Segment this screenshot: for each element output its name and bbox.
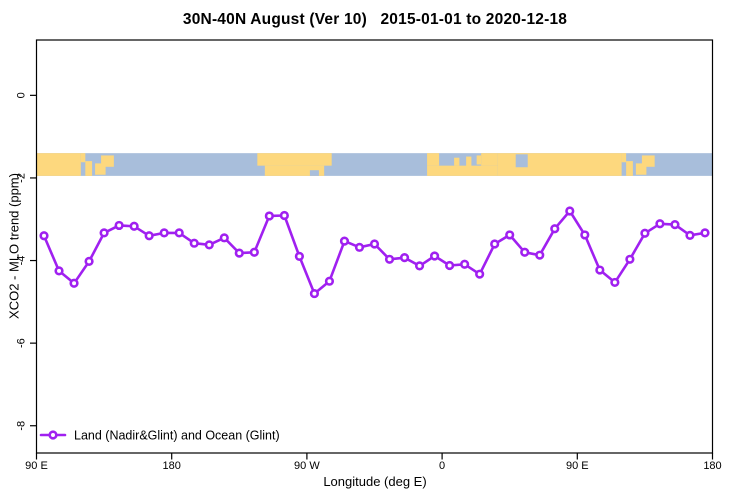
series-marker [219, 233, 229, 243]
map-band-land-segment [476, 155, 482, 165]
map-band-land-segment [466, 156, 472, 167]
map-band-water-patch [309, 170, 319, 176]
series-marker [129, 221, 139, 231]
x-tick-label: 90 W [294, 460, 320, 472]
series-marker [69, 278, 79, 288]
series-marker [294, 251, 304, 262]
map-band-land-segment [36, 153, 81, 176]
map-band-land-segment [427, 165, 498, 176]
y-tick-label: -8 [16, 421, 28, 431]
legend-label: Land (Nadir&Glint) and Ocean (Glint) [74, 429, 280, 443]
series-marker [369, 239, 380, 249]
series-marker [520, 247, 530, 257]
map-band-land-segment [481, 153, 498, 166]
y-axis-label: XCO2 - MLO trend (ppm) [6, 173, 22, 319]
series-marker [264, 211, 274, 221]
x-tick-label: 90 E [566, 460, 589, 472]
x-tick-label: 0 [439, 460, 445, 472]
map-band-land-segment [80, 153, 86, 163]
series-marker [490, 239, 500, 249]
series-marker [174, 228, 184, 238]
series-marker [234, 248, 244, 258]
series-marker [39, 231, 49, 241]
y-tick-label: -4 [16, 256, 28, 266]
series-marker [249, 247, 259, 257]
map-band-land-segment [626, 161, 633, 176]
x-tick-label: 180 [703, 460, 721, 472]
map-band-land-segment [257, 153, 332, 166]
series-marker [475, 269, 485, 279]
series-marker [460, 259, 470, 269]
map-band-land-segment [85, 161, 93, 176]
map-band-land-segment [95, 163, 106, 175]
series-marker [505, 230, 515, 240]
series-marker [550, 224, 560, 234]
series-marker [204, 240, 214, 250]
series-marker [399, 253, 410, 263]
series-marker [535, 250, 545, 260]
series-marker [354, 242, 365, 252]
legend-marker-icon [48, 430, 58, 440]
series-marker [189, 238, 199, 248]
series-marker [655, 219, 665, 229]
x-axis-label: Longitude (deg E) [323, 474, 427, 489]
series-marker [384, 254, 395, 264]
series-marker [339, 236, 350, 246]
series-marker [580, 230, 590, 240]
series-marker [114, 220, 124, 231]
series-marker [445, 260, 455, 271]
series-marker [565, 206, 575, 216]
x-tick-label: 90 E [25, 460, 48, 472]
series-line [42, 209, 707, 295]
series-marker [414, 261, 425, 271]
y-tick-label: -6 [16, 338, 28, 348]
map-band-land-segment [641, 155, 655, 167]
series-marker [84, 256, 94, 266]
series-marker [309, 288, 320, 299]
series-marker [640, 228, 650, 238]
series-marker [99, 228, 109, 238]
series-marker [700, 228, 710, 238]
chart-title: 30N-40N August (Ver 10) 2015-01-01 to 20… [182, 11, 568, 28]
map-band-land-segment [635, 163, 647, 175]
series-marker [144, 231, 154, 241]
series-marker [54, 266, 64, 276]
series-marker [429, 251, 440, 261]
map-band-land-segment [264, 165, 325, 176]
series-marker [279, 210, 289, 221]
series-marker [595, 265, 605, 275]
y-tick-label: -2 [16, 173, 28, 183]
series-marker [610, 277, 620, 288]
map-band-land-segment [101, 155, 114, 167]
map-band-land-segment [427, 153, 440, 166]
series-marker [625, 254, 635, 264]
series-marker [159, 228, 169, 238]
map-band-land-segment [454, 157, 460, 166]
map-band-land-segment [497, 153, 622, 176]
map-band-water-patch [515, 154, 528, 168]
map-band-land-segment [621, 153, 627, 163]
series-marker [685, 230, 695, 240]
series-marker [670, 220, 680, 230]
series-marker [324, 276, 335, 286]
y-tick-label: 0 [16, 92, 28, 98]
x-tick-label: 180 [163, 460, 181, 472]
plot-box [35, 39, 714, 454]
